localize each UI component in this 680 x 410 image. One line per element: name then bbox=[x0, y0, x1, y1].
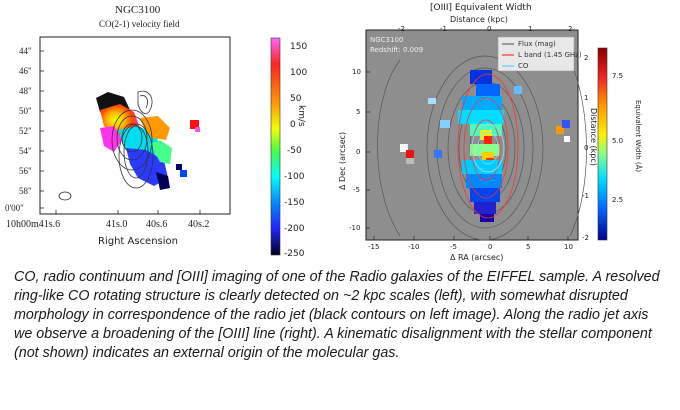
y-tick-1: 46" bbox=[19, 66, 32, 76]
co-velocity-figure: NGC3100 CO(2-1) velocity field 44" 46" 4… bbox=[0, 0, 330, 265]
x-tick-0: -15 bbox=[368, 243, 380, 251]
inset-redshift: Redshift: 0.009 bbox=[370, 46, 424, 54]
x-axis-label: Right Ascension bbox=[98, 236, 178, 247]
cb-tick-6: -150 bbox=[284, 198, 305, 208]
top-tick-4: 2 bbox=[568, 25, 573, 33]
x-tick-5: 10 bbox=[564, 243, 573, 251]
right-tick-1: 1 bbox=[584, 94, 589, 102]
top-tick-3: 1 bbox=[528, 25, 533, 33]
x-axis-label: Δ RA (arcsec) bbox=[450, 253, 504, 262]
y-tick-3: 50" bbox=[19, 106, 32, 116]
right-tick-4: -2 bbox=[582, 234, 589, 242]
x-tick-4: 5 bbox=[526, 243, 531, 251]
y-tick-4: 52" bbox=[19, 126, 32, 136]
figure-caption: CO, radio continuum and [OIII] imaging o… bbox=[14, 269, 660, 361]
top-tick-0: -2 bbox=[398, 25, 405, 33]
x-tick-2: 40s.6 bbox=[146, 219, 168, 230]
cb-tick-7: -200 bbox=[284, 224, 305, 234]
y-tick-0: 10 bbox=[352, 68, 361, 76]
right-tick-0: 2 bbox=[584, 54, 589, 62]
ew-cb-tick-0: 7.5 bbox=[612, 72, 624, 80]
inset-galaxy-name: NGC3100 bbox=[370, 36, 404, 44]
right-title: [OIII] Equivalent Width bbox=[430, 3, 532, 13]
ew-cb-tick-1: 5.0 bbox=[612, 137, 624, 145]
velocity-field-map bbox=[96, 92, 200, 190]
beam-ellipse bbox=[58, 191, 72, 201]
legend-lband: L band (1.45 GHz) bbox=[518, 51, 582, 59]
y-tick-7: 58" bbox=[19, 186, 32, 196]
x-tick-1: -10 bbox=[408, 243, 420, 251]
left-subtitle: CO(2-1) velocity field bbox=[99, 19, 180, 29]
y-tick-1: 5 bbox=[356, 108, 361, 116]
cb-tick-0: 150 bbox=[290, 42, 308, 52]
y-tick-2: 0 bbox=[356, 148, 361, 156]
y-axis-label: Δ Dec (arcsec) bbox=[338, 131, 347, 190]
right-axis-label: Distance (kpc) bbox=[589, 108, 598, 166]
y-tick-4: -10 bbox=[349, 224, 361, 232]
ew-colorbar-label: Equivalent Width (Å) bbox=[634, 100, 642, 173]
x-tick-3: 0 bbox=[488, 243, 493, 251]
colorbar-unit: km/s bbox=[296, 105, 306, 127]
cb-tick-5: -100 bbox=[284, 172, 305, 182]
y-tick-2: 48" bbox=[19, 86, 32, 96]
cb-tick-8: -250 bbox=[284, 249, 305, 259]
right-tick-3: -1 bbox=[582, 192, 589, 200]
ew-colorbar bbox=[597, 47, 608, 241]
y-tick-0: 44" bbox=[19, 46, 32, 56]
legend-flux: Flux (mag) bbox=[518, 40, 556, 48]
cb-tick-2: 50 bbox=[290, 94, 302, 104]
legend-co: CO bbox=[518, 62, 529, 70]
cb-tick-4: -50 bbox=[287, 146, 302, 156]
right-tick-2: 0 bbox=[584, 144, 589, 152]
x-tick-3: 40s.2 bbox=[188, 219, 210, 230]
velocity-colorbar bbox=[270, 37, 281, 256]
left-title: NGC3100 bbox=[115, 4, 161, 16]
y-tick-5: 54" bbox=[19, 146, 32, 156]
x-tick-1: 41s.0 bbox=[106, 219, 128, 230]
oiii-equivalent-width-figure: [OIII] Equivalent Width Distance (kpc) -… bbox=[330, 0, 680, 265]
ew-cb-tick-2: 2.5 bbox=[612, 196, 624, 204]
co-contours bbox=[471, 123, 505, 173]
x-tick-0: 10h00m41s.6 bbox=[6, 219, 61, 230]
x-tick-2: -5 bbox=[450, 243, 457, 251]
top-tick-1: -1 bbox=[440, 25, 447, 33]
y-tick-3: -5 bbox=[353, 186, 360, 194]
radio-jet-contours bbox=[111, 90, 154, 189]
y-tick-8: 0'00" bbox=[5, 203, 24, 213]
cb-tick-3: 0 bbox=[290, 120, 296, 130]
top-axis-label: Distance (kpc) bbox=[450, 15, 508, 24]
y-tick-6: 56" bbox=[19, 166, 32, 176]
cb-tick-1: 100 bbox=[290, 68, 308, 78]
top-tick-2: 0 bbox=[487, 25, 492, 33]
legend-box bbox=[497, 36, 575, 72]
